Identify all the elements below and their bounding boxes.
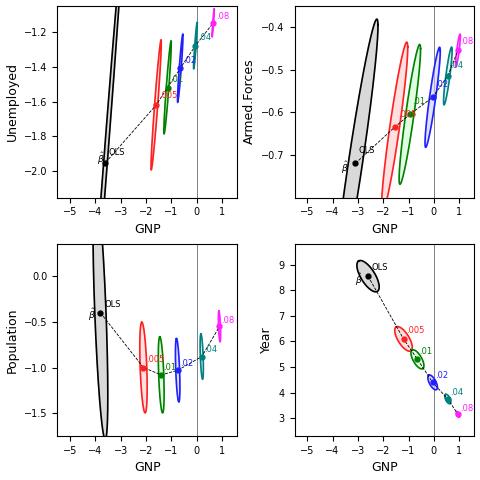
Polygon shape (425, 47, 440, 147)
Text: OLS: OLS (104, 300, 120, 309)
X-axis label: GNP: GNP (371, 223, 398, 236)
Polygon shape (399, 45, 420, 184)
Text: .005: .005 (406, 326, 424, 335)
X-axis label: GNP: GNP (134, 223, 161, 236)
Polygon shape (212, 9, 214, 37)
Text: .08: .08 (460, 404, 473, 413)
Text: OLS: OLS (108, 148, 125, 157)
Polygon shape (93, 186, 108, 440)
Text: $\hat{\beta}$: $\hat{\beta}$ (96, 151, 104, 168)
Text: .01: .01 (412, 97, 425, 106)
Polygon shape (456, 34, 460, 67)
Y-axis label: Year: Year (260, 327, 273, 353)
Polygon shape (158, 337, 164, 413)
Polygon shape (87, 0, 123, 394)
Text: .02: .02 (435, 80, 448, 89)
Polygon shape (411, 350, 424, 369)
Polygon shape (395, 326, 412, 351)
Polygon shape (193, 23, 197, 69)
Polygon shape (456, 411, 460, 417)
Polygon shape (428, 375, 437, 390)
Text: .04: .04 (198, 33, 211, 42)
Text: .04: .04 (450, 60, 464, 70)
Text: .04: .04 (204, 345, 217, 354)
Text: .02: .02 (183, 56, 196, 65)
Text: .01: .01 (170, 75, 183, 84)
Text: $\hat{\beta}$: $\hat{\beta}$ (341, 159, 349, 176)
Polygon shape (444, 47, 452, 105)
Text: .005: .005 (397, 109, 416, 119)
Polygon shape (164, 41, 171, 134)
Polygon shape (333, 19, 378, 308)
Polygon shape (218, 311, 221, 342)
Text: .08: .08 (216, 12, 229, 21)
X-axis label: GNP: GNP (134, 461, 161, 474)
Text: .08: .08 (460, 37, 473, 46)
Text: $\hat{\beta}$: $\hat{\beta}$ (88, 306, 95, 323)
Text: .02: .02 (435, 371, 448, 380)
Text: .08: .08 (221, 316, 235, 324)
Polygon shape (382, 42, 408, 212)
Polygon shape (178, 35, 183, 102)
Text: .005: .005 (146, 355, 164, 364)
Text: $\hat{\beta}$: $\hat{\beta}$ (355, 272, 363, 288)
Text: OLS: OLS (371, 263, 387, 272)
Polygon shape (445, 395, 451, 404)
Polygon shape (357, 261, 379, 292)
X-axis label: GNP: GNP (371, 461, 398, 474)
Polygon shape (140, 322, 147, 413)
Polygon shape (151, 40, 161, 170)
Y-axis label: Armed.Forces: Armed.Forces (243, 59, 256, 144)
Text: .005: .005 (159, 91, 178, 100)
Polygon shape (200, 334, 204, 379)
Text: .04: .04 (450, 388, 463, 397)
Text: OLS: OLS (359, 146, 375, 155)
Polygon shape (175, 338, 180, 402)
Y-axis label: Population: Population (6, 307, 19, 373)
Text: .01: .01 (163, 363, 176, 372)
Text: .01: .01 (420, 348, 432, 356)
Y-axis label: Unemployed: Unemployed (6, 62, 19, 141)
Text: .02: .02 (180, 359, 193, 368)
